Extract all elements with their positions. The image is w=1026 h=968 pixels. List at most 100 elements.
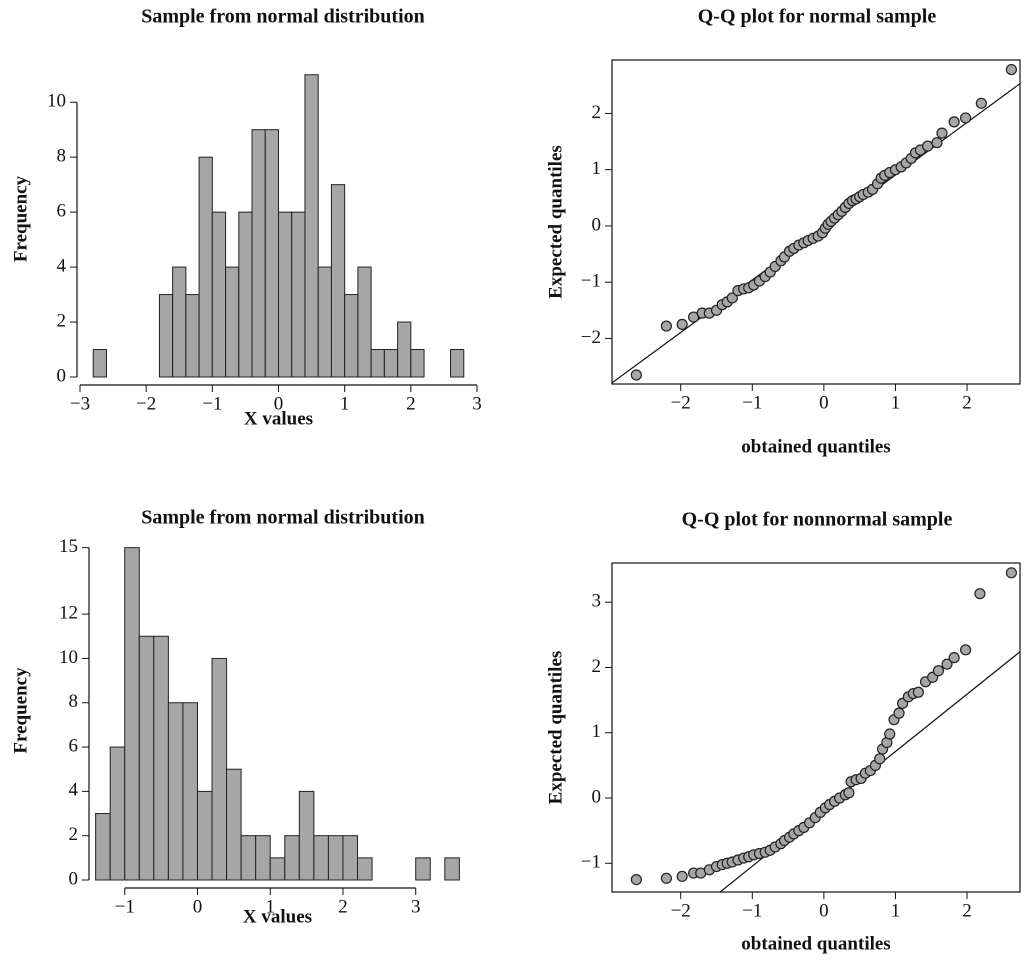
y-tick-label: 15 (59, 536, 78, 557)
bar (182, 702, 198, 881)
point (974, 588, 986, 600)
bar (304, 74, 319, 378)
bar (397, 321, 412, 378)
point (843, 787, 855, 799)
point (726, 292, 738, 304)
bar (185, 294, 200, 378)
plot-frame (611, 562, 1021, 893)
y-axis-label: Frequency (10, 175, 31, 262)
point (931, 137, 943, 149)
y-tick-label: 2 (592, 102, 602, 123)
point (936, 127, 948, 139)
point (959, 644, 972, 656)
bar (153, 635, 169, 881)
point (630, 369, 642, 381)
bar (158, 294, 174, 378)
y-tick-label: 12 (59, 602, 78, 623)
x-tick-label: −1 (742, 392, 762, 413)
bar (370, 349, 385, 378)
y-tick-label: 2 (592, 656, 602, 677)
x-tick-label: −2 (671, 900, 691, 921)
y-tick-label: 6 (69, 735, 79, 756)
y-tick-label: 6 (57, 200, 67, 221)
point (1005, 567, 1018, 579)
y-tick-label: 2 (57, 310, 67, 331)
plot-frame (611, 59, 1021, 385)
x-tick-label: 1 (340, 393, 350, 414)
bar (211, 211, 227, 378)
point (975, 97, 987, 109)
point (948, 116, 960, 128)
bar (251, 129, 266, 378)
bar (198, 156, 213, 378)
bar (196, 790, 213, 881)
point (922, 140, 934, 152)
y-tick-label: 3 (592, 591, 602, 612)
x-tick-label: −1 (202, 393, 222, 414)
x-tick-label: 1 (265, 896, 275, 917)
y-axis-label: Frequency (10, 667, 31, 754)
bar (95, 813, 111, 881)
point (630, 873, 642, 886)
point (660, 320, 673, 332)
x-tick-label: 2 (406, 393, 416, 414)
point (660, 872, 673, 884)
y-tick-label: 0 (69, 868, 79, 889)
bar (92, 349, 107, 378)
point (874, 753, 886, 765)
bar (444, 857, 460, 881)
bar (264, 129, 279, 378)
bar (450, 349, 465, 378)
x-tick-label: 2 (962, 900, 972, 921)
chart-title: Sample from normal distribution (141, 6, 425, 28)
x-tick-label: 0 (819, 392, 829, 413)
bar (269, 857, 286, 881)
point (1005, 63, 1018, 76)
x-tick-label: −3 (70, 393, 90, 414)
bar (342, 835, 359, 881)
x-tick-label: 2 (962, 392, 972, 413)
y-tick-label: −2 (581, 327, 601, 348)
x-axis-label: obtained quantiles (741, 436, 890, 457)
bar (284, 835, 300, 881)
point (884, 728, 896, 740)
bar (172, 266, 187, 378)
y-tick-label: 8 (57, 146, 67, 167)
point (893, 707, 905, 719)
bar (410, 349, 425, 378)
point (676, 318, 688, 330)
y-tick-label: 10 (59, 647, 78, 668)
point (941, 658, 953, 670)
y-tick-label: −1 (581, 852, 601, 873)
x-tick-label: −1 (742, 900, 762, 921)
x-tick-label: 0 (193, 896, 203, 917)
bar (226, 768, 242, 881)
x-axis-label: X values (244, 408, 313, 429)
point (948, 652, 960, 664)
bar (167, 702, 184, 881)
bar (240, 835, 257, 881)
x-tick-label: 1 (891, 392, 901, 413)
x-tick-label: −2 (136, 393, 156, 414)
x-tick-label: −2 (671, 392, 691, 413)
bar (327, 835, 344, 881)
y-tick-label: 10 (47, 91, 66, 112)
bar (238, 211, 253, 378)
chart-title: Q-Q plot for nonnormal sample (682, 509, 953, 531)
chart-title: Q-Q plot for normal sample (698, 6, 937, 28)
y-tick-label: −1 (581, 271, 601, 292)
x-axis-label: X values (243, 906, 312, 927)
y-tick-label: 8 (69, 691, 79, 712)
bar (124, 547, 140, 881)
point (676, 870, 688, 882)
bar (317, 266, 332, 378)
x-tick-label: 0 (274, 393, 284, 414)
x-axis-label: obtained quantiles (741, 933, 890, 954)
bar (298, 790, 315, 881)
y-tick-label: 0 (592, 214, 602, 235)
bar (278, 211, 293, 378)
bar (357, 266, 372, 378)
x-tick-label: 2 (338, 896, 348, 917)
y-tick-label: 4 (57, 255, 67, 276)
